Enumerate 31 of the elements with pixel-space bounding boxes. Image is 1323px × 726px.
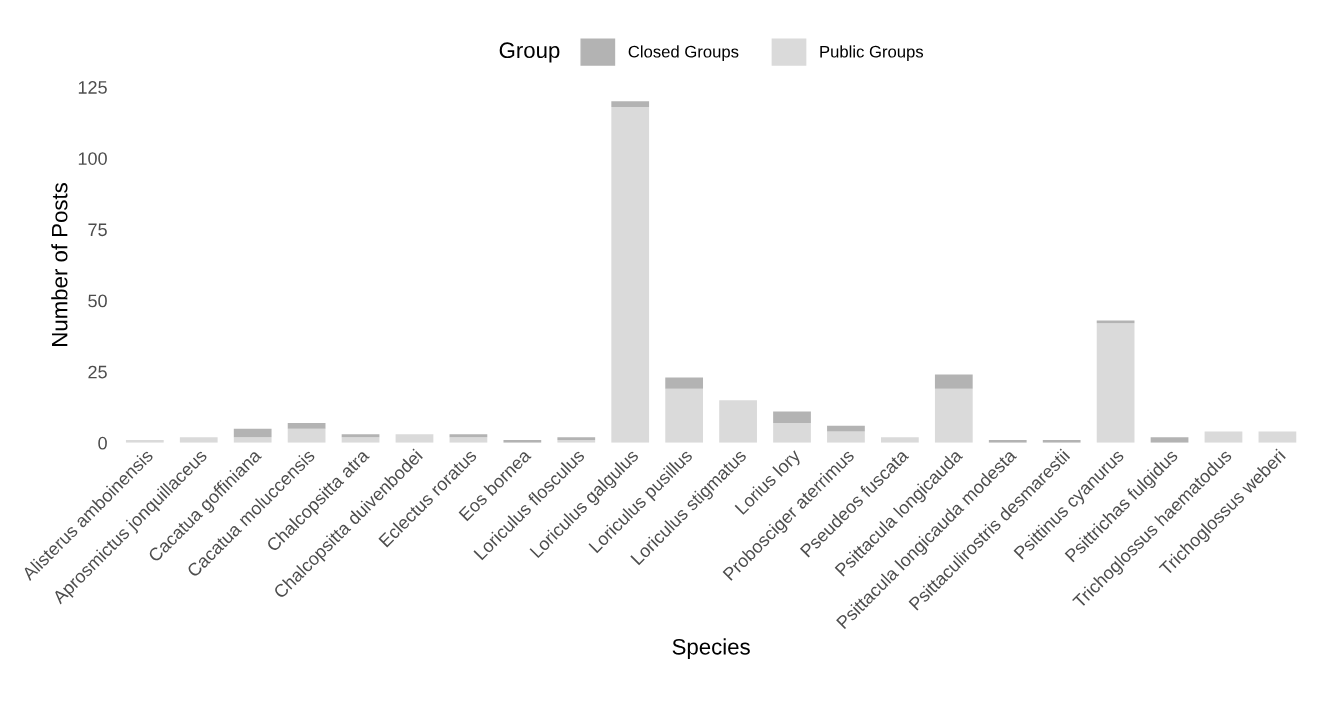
bar	[934, 388, 973, 443]
bar	[665, 388, 704, 443]
bar	[773, 422, 811, 443]
bar	[1204, 431, 1243, 443]
bar	[287, 428, 326, 443]
bar	[773, 411, 811, 423]
y-tick-label: 75	[88, 223, 107, 237]
y-tick-label: 0	[98, 436, 107, 450]
legend-title: Group	[499, 42, 560, 63]
bar	[449, 434, 488, 438]
bar	[1096, 323, 1135, 443]
bar	[341, 434, 380, 438]
bar	[233, 428, 272, 438]
bar	[719, 400, 757, 443]
bar	[395, 434, 434, 443]
bar	[287, 422, 326, 429]
bar	[934, 374, 973, 389]
bar	[611, 107, 650, 443]
x-axis-title: Species	[672, 638, 750, 660]
legend-label: Closed Groups	[628, 45, 739, 61]
bar	[1258, 431, 1297, 443]
bar	[827, 431, 865, 443]
bar	[611, 101, 650, 108]
y-tick-label: 50	[88, 294, 107, 308]
y-tick-label: 25	[88, 365, 107, 379]
y-tick-label: 100	[78, 152, 107, 165]
legend-label: Public Groups	[820, 45, 924, 61]
y-tick-label: 125	[78, 81, 107, 94]
y-axis-title: Number of Posts	[51, 183, 68, 346]
bar	[665, 377, 704, 389]
bar	[1096, 320, 1135, 324]
